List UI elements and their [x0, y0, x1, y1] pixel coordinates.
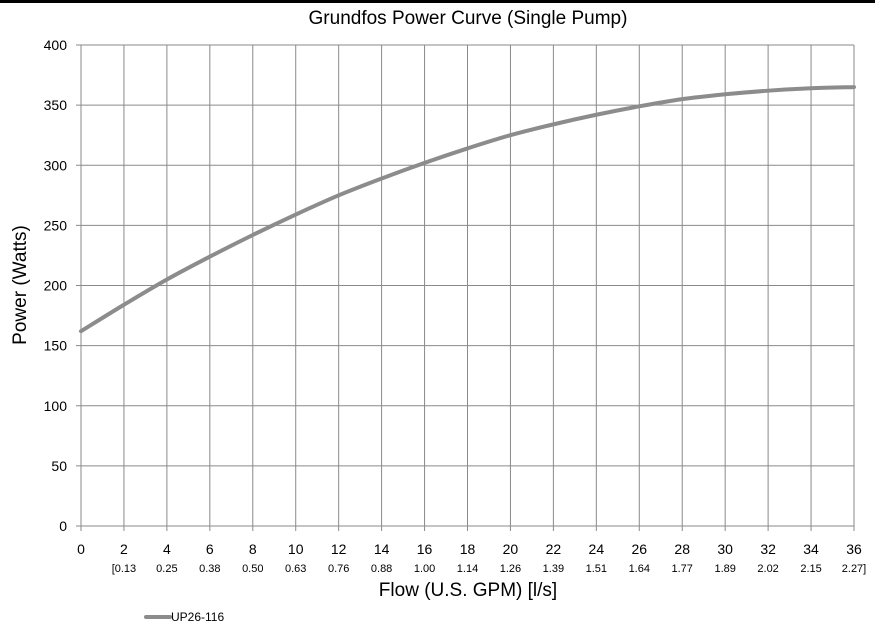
x-tick-label-22: 22: [546, 541, 562, 557]
x-tick-label-26: 26: [631, 541, 647, 557]
x-tick-label-14: 14: [374, 541, 390, 557]
x-secondary-tick-label-30: 1.89: [714, 563, 735, 575]
x-secondary-tick-label-24: 1.51: [586, 563, 607, 575]
x-secondary-tick-label-4: 0.25: [156, 563, 177, 575]
x-secondary-tick-label-16: 1.00: [414, 563, 435, 575]
x-tick-label-2: 2: [120, 541, 128, 557]
x-tick-label-36: 36: [846, 541, 862, 557]
x-secondary-tick-label-20: 1.26: [500, 563, 521, 575]
x-tick-label-18: 18: [460, 541, 476, 557]
x-secondary-tick-label-14: 0.88: [371, 563, 392, 575]
x-secondary-tick-label-6: 0.38: [199, 563, 220, 575]
x-tick-label-24: 24: [589, 541, 605, 557]
y-axis-label: Power (Watts): [10, 225, 31, 345]
y-tick-label-100: 100: [44, 398, 68, 414]
x-secondary-tick-label-26: 1.64: [629, 563, 650, 575]
legend-label-up26-116: UP26-116: [171, 610, 224, 624]
tick-labels: 0 50 100 150 200 250 300 350 400 0 2 [0.13 4 0.25 6 0.3…: [44, 37, 867, 575]
y-tick-label-200: 200: [44, 278, 68, 294]
x-tick-label-28: 28: [674, 541, 690, 557]
x-tick-label-20: 20: [503, 541, 519, 557]
top-border-line: [0, 0, 875, 3]
x-tick-label-16: 16: [417, 541, 433, 557]
y-tick-label-150: 150: [44, 338, 68, 354]
axes: [76, 44, 855, 531]
grid: [81, 44, 855, 526]
x-secondary-tick-label-22: 1.39: [543, 563, 564, 575]
x-secondary-tick-label-10: 0.63: [285, 563, 306, 575]
x-tick-label-4: 4: [163, 541, 171, 557]
x-tick-label-12: 12: [331, 541, 347, 557]
x-tick-label-10: 10: [288, 541, 304, 557]
y-tick-label-400: 400: [44, 37, 68, 53]
x-secondary-tick-label-28: 1.77: [672, 563, 693, 575]
legend: UP26-116: [144, 610, 224, 624]
y-tick-label-350: 350: [44, 97, 68, 113]
x-secondary-tick-label-36: 2.27]: [842, 563, 866, 575]
x-secondary-tick-label-8: 0.50: [242, 563, 263, 575]
x-tick-label-30: 30: [717, 541, 733, 557]
x-secondary-tick-label-12: 0.76: [328, 563, 349, 575]
y-tick-label-300: 300: [44, 157, 68, 173]
x-tick-label-34: 34: [803, 541, 819, 557]
x-secondary-tick-label-34: 2.15: [800, 563, 821, 575]
x-tick-label-32: 32: [760, 541, 776, 557]
series-layer: [79, 85, 856, 334]
y-tick-label-250: 250: [44, 217, 68, 233]
chart-title: Grundfos Power Curve (Single Pump): [309, 8, 628, 29]
y-tick-label-50: 50: [51, 458, 67, 474]
x-secondary-tick-label-32: 2.02: [757, 563, 778, 575]
x-tick-label-0: 0: [77, 541, 85, 557]
x-secondary-tick-label-2: [0.13: [112, 563, 136, 575]
y-tick-label-0: 0: [59, 518, 67, 534]
series-line-up26-116: [79, 85, 856, 334]
x-tick-label-6: 6: [206, 541, 214, 557]
x-tick-label-8: 8: [249, 541, 257, 557]
x-axis-label: Flow (U.S. GPM) [l/s]: [379, 580, 557, 601]
x-secondary-tick-label-18: 1.14: [457, 563, 478, 575]
